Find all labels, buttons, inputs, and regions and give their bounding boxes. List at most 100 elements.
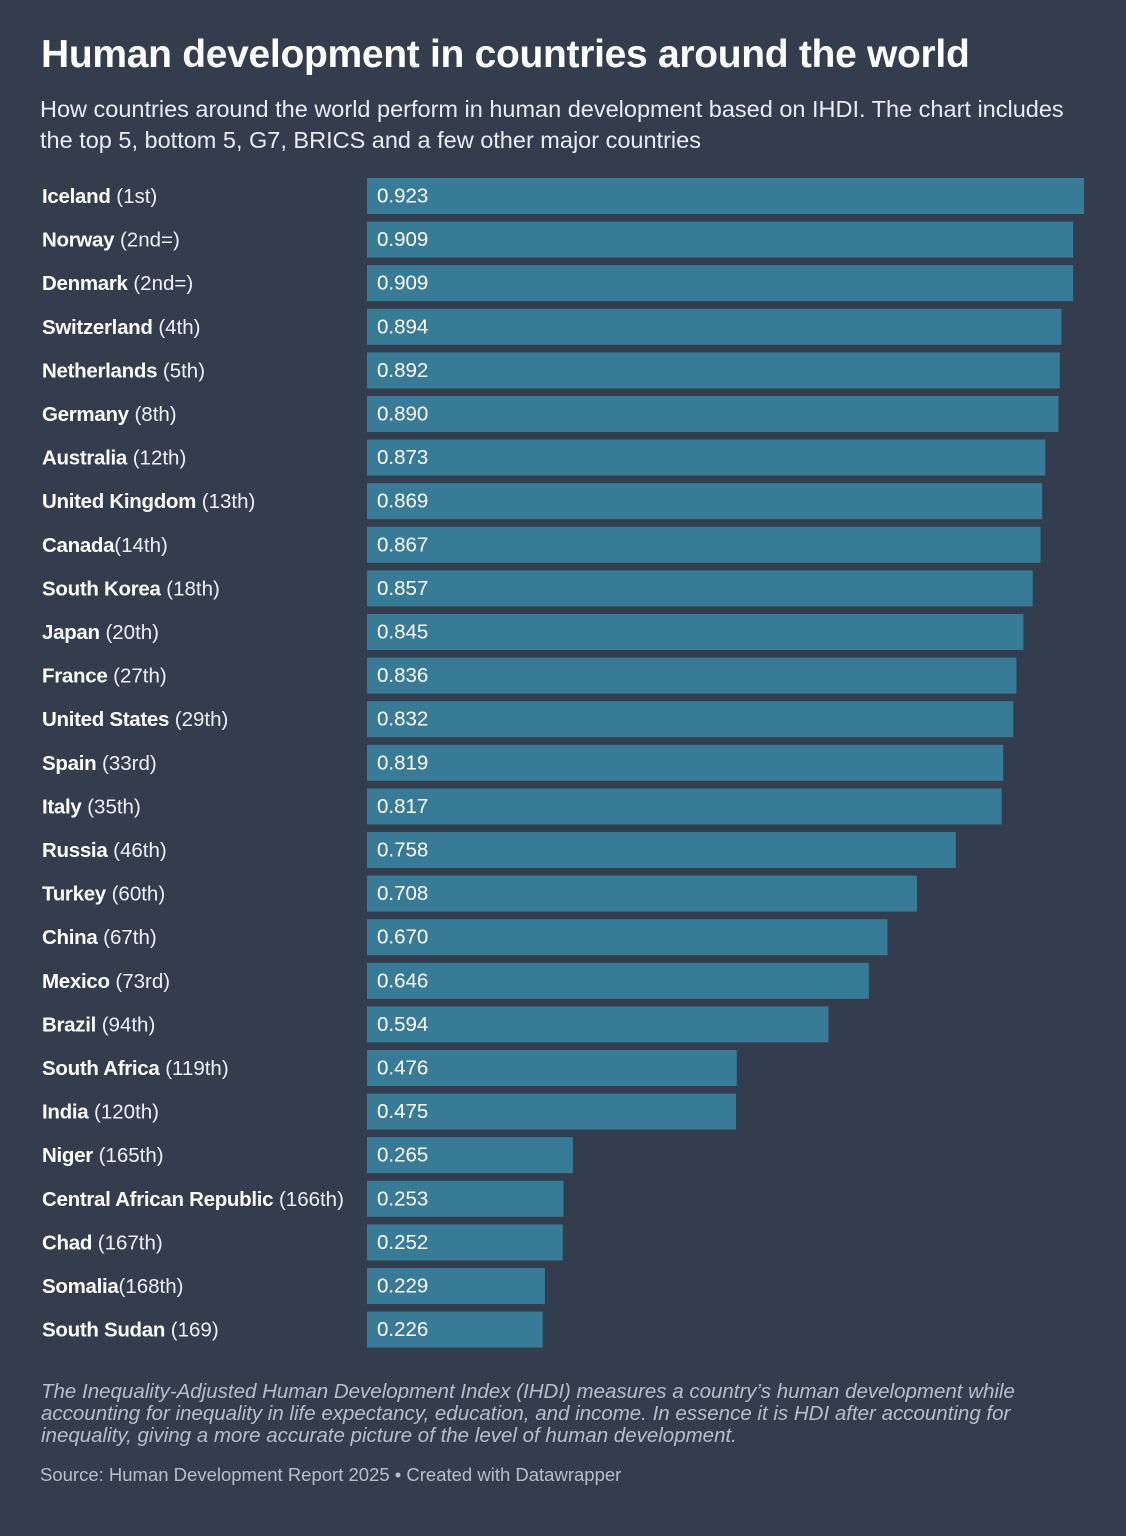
chart-row: Norway (2nd=) 0.909 [42, 221, 1074, 258]
category-label: South Korea (18th) [42, 577, 220, 600]
value-label: 0.873 [377, 446, 428, 469]
chart-row: Niger (165th) 0.265 [42, 1137, 573, 1174]
bar [367, 701, 1014, 738]
country-rank: (46th) [107, 839, 166, 862]
bar [367, 962, 869, 999]
country-name: Norway [42, 228, 115, 251]
country-rank: (73rd) [110, 969, 170, 992]
chart-subtitle: How countries around the world perform i… [40, 96, 1064, 153]
value-label: 0.670 [377, 926, 428, 949]
category-label: Brazil (94th) [42, 1013, 155, 1036]
country-name: South Africa [42, 1057, 160, 1080]
country-name: Australia [42, 446, 128, 469]
country-rank: (166th) [273, 1187, 344, 1210]
country-name: Italy [42, 795, 82, 818]
chart-row: Russia (46th) 0.758 [42, 832, 956, 868]
country-rank: (167th) [92, 1231, 163, 1254]
value-label: 0.923 [377, 185, 428, 208]
country-rank: (165th) [93, 1144, 164, 1167]
value-label: 0.869 [377, 490, 428, 513]
country-name: France [42, 664, 107, 687]
country-rank: (29th) [169, 708, 228, 731]
bar [367, 919, 888, 956]
country-name: Brazil [42, 1013, 96, 1036]
category-label: United States (29th) [42, 708, 228, 731]
value-label: 0.845 [377, 621, 428, 644]
chart-row: Somalia(168th) 0.229 [42, 1268, 545, 1304]
category-label: South Sudan (169) [42, 1318, 219, 1341]
bar [367, 265, 1074, 302]
value-label: 0.909 [377, 228, 428, 251]
country-rank: (13th) [196, 490, 255, 513]
country-name: Denmark [42, 272, 129, 295]
bar [367, 832, 956, 868]
country-rank: (5th) [157, 359, 205, 382]
value-label: 0.226 [377, 1318, 428, 1341]
chart-row: South Sudan (169) 0.226 [42, 1311, 543, 1348]
country-name: Chad [42, 1231, 92, 1254]
chart-row: Netherlands (5th) 0.892 [42, 352, 1060, 389]
bar [367, 308, 1062, 345]
chart-title: Human development in countries around th… [41, 33, 970, 76]
value-label: 0.594 [377, 1013, 428, 1036]
chart-row: Australia (12th) 0.873 [42, 439, 1046, 476]
chart-row: Chad (167th) 0.252 [42, 1224, 563, 1261]
country-name: Russia [42, 839, 108, 862]
country-name: China [42, 926, 98, 949]
country-name: United Kingdom [42, 490, 196, 513]
value-label: 0.890 [377, 403, 428, 426]
category-label: France (27th) [42, 664, 167, 687]
bar [367, 1311, 543, 1348]
category-label: South Africa (119th) [42, 1057, 229, 1080]
bar [367, 614, 1024, 650]
category-label: Norway (2nd=) [42, 228, 180, 251]
chart-row: Italy (35th) 0.817 [42, 788, 1002, 825]
value-label: 0.817 [377, 795, 428, 818]
chart-row: Switzerland (4th) 0.894 [42, 308, 1062, 345]
country-name: Netherlands [42, 359, 157, 382]
country-rank: (2nd=) [128, 272, 194, 295]
country-rank: (33rd) [96, 751, 156, 774]
category-label: Switzerland (4th) [42, 315, 200, 338]
value-label: 0.836 [377, 664, 428, 687]
bar [367, 875, 917, 912]
value-label: 0.832 [377, 708, 428, 731]
bar [367, 352, 1060, 389]
value-label: 0.892 [377, 359, 428, 382]
category-label: United Kingdom (13th) [42, 490, 255, 513]
category-label: Russia (46th) [42, 839, 167, 862]
category-label: Somalia(168th) [42, 1275, 184, 1298]
value-label: 0.708 [377, 882, 428, 905]
country-name: South Sudan [42, 1318, 165, 1341]
country-rank: (120th) [88, 1100, 159, 1123]
bar [367, 657, 1017, 694]
category-label: Italy (35th) [42, 795, 141, 818]
country-rank: (169) [165, 1318, 219, 1341]
category-label: Turkey (60th) [42, 882, 165, 905]
chart-row: France (27th) 0.836 [42, 657, 1017, 694]
country-name: United States [42, 708, 169, 731]
country-rank: (27th) [107, 664, 166, 687]
country-rank: (35th) [82, 795, 141, 818]
country-rank: (18th) [161, 577, 220, 600]
category-label: Canada(14th) [42, 533, 168, 556]
country-name: Somalia [42, 1275, 119, 1298]
bar [367, 1006, 829, 1043]
category-label: India (120th) [42, 1100, 159, 1123]
bar-chart: Iceland (1st) 0.923 Norway (2nd=) 0.909 Denm… [42, 178, 1084, 1348]
country-name: South Korea [42, 577, 161, 600]
country-rank: (168th) [119, 1275, 184, 1298]
category-label: Germany (8th) [42, 403, 177, 426]
category-label: Spain (33rd) [42, 751, 157, 774]
country-name: Japan [42, 621, 100, 644]
country-name: Mexico [42, 969, 110, 992]
value-label: 0.252 [377, 1231, 428, 1254]
chart-row: South Korea (18th) 0.857 [42, 570, 1033, 607]
category-label: Iceland (1st) [42, 185, 157, 208]
value-label: 0.819 [377, 751, 428, 774]
country-rank: (4th) [153, 315, 201, 338]
country-rank: (94th) [96, 1013, 155, 1036]
category-label: China (67th) [42, 926, 157, 949]
country-name: India [42, 1100, 89, 1123]
category-label: Australia (12th) [42, 446, 186, 469]
